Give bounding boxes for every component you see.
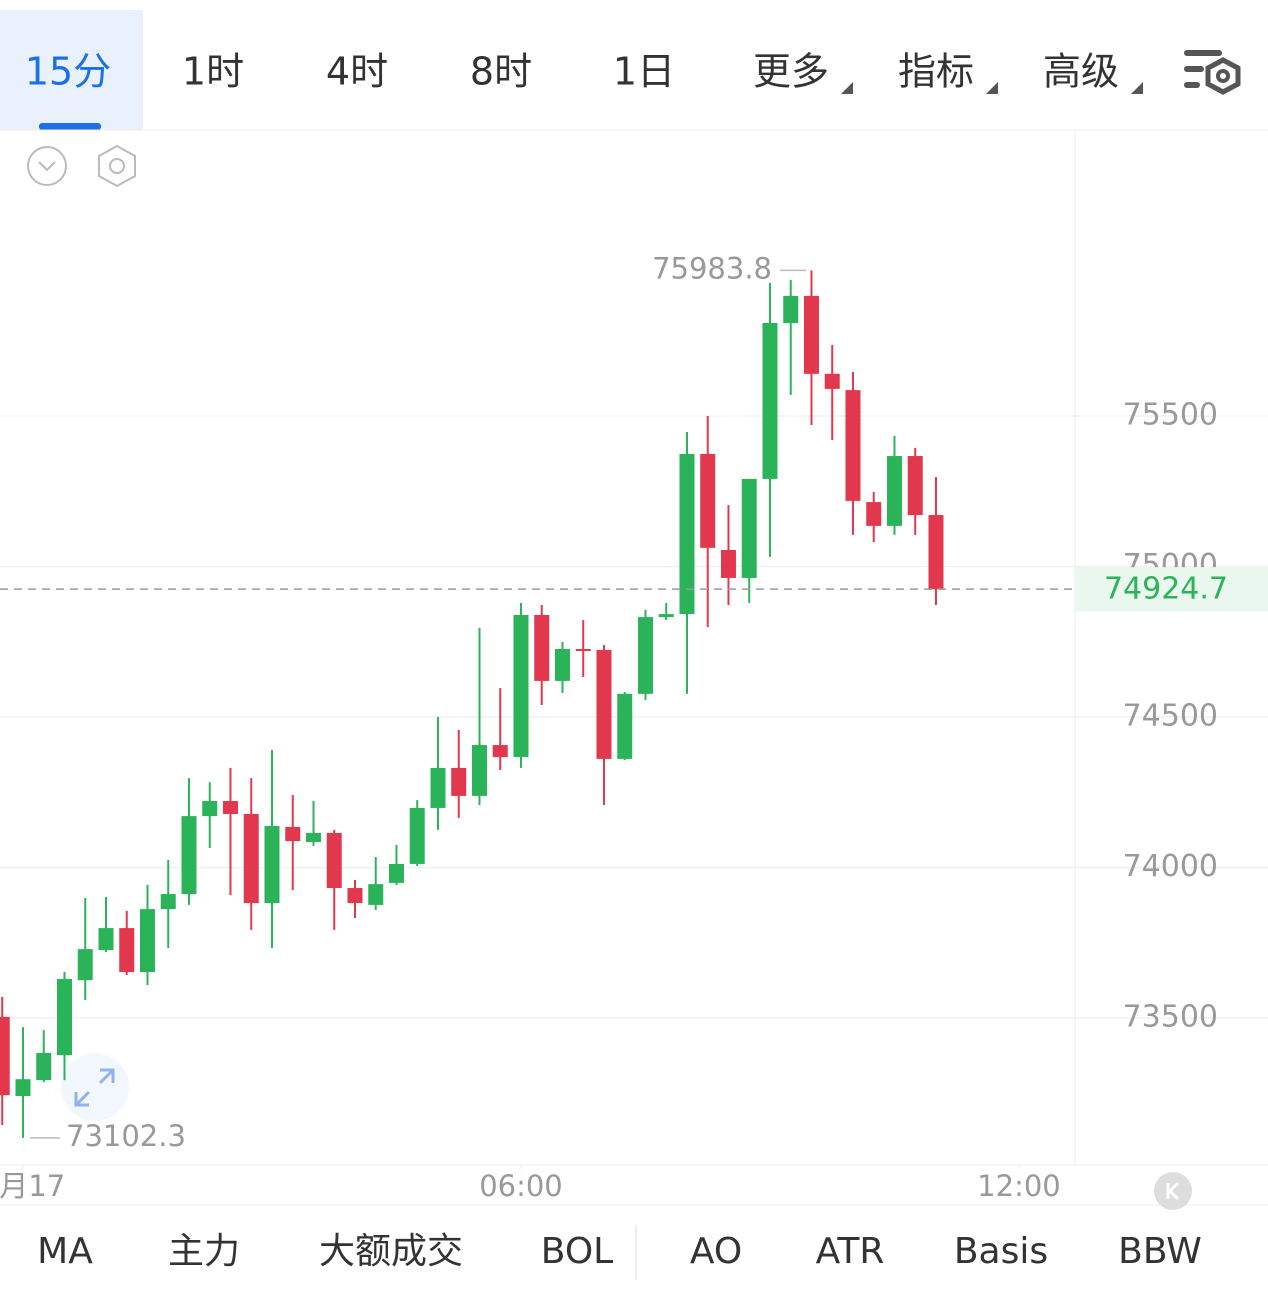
candle-body — [243, 813, 259, 904]
tab[interactable]: 更多 — [753, 50, 829, 94]
candle-body — [637, 617, 653, 694]
candle-body — [15, 1079, 31, 1097]
dropdown-marker — [986, 82, 998, 94]
candle-body — [264, 826, 280, 904]
indicator-tab[interactable]: BOL — [541, 1231, 613, 1272]
collapse-icon[interactable] — [27, 146, 67, 186]
tab[interactable]: 高级 — [1043, 50, 1119, 94]
candle-body — [907, 456, 923, 516]
candle-body — [451, 767, 467, 796]
candle-body — [160, 894, 176, 910]
candle-body — [388, 863, 404, 883]
indicator-tab[interactable]: AO — [690, 1231, 742, 1272]
candle-body — [492, 745, 508, 758]
x-tick-label: 06:00 — [479, 1169, 563, 1203]
candle-body — [0, 1016, 10, 1096]
tab[interactable]: 1日 — [613, 50, 675, 94]
x-tick-label: 5月17 — [0, 1169, 65, 1203]
candle-body — [77, 949, 93, 981]
candle-body — [56, 978, 72, 1056]
candle-body — [783, 295, 799, 323]
settings-icon[interactable] — [1184, 50, 1241, 95]
candle-body — [430, 767, 446, 808]
candle-body — [596, 649, 612, 759]
dropdown-marker — [1131, 82, 1143, 94]
indicator-tab[interactable]: 主力 — [168, 1231, 240, 1272]
candle-body — [658, 614, 674, 618]
last-price-bg — [1075, 567, 1268, 612]
candle-body — [866, 502, 882, 526]
x-tick-label: 12:00 — [977, 1169, 1061, 1203]
tab[interactable]: 15分 — [25, 50, 111, 94]
candle-body — [409, 807, 425, 864]
candle-body — [36, 1053, 52, 1081]
tab[interactable]: 1时 — [182, 50, 244, 94]
candle-body — [762, 322, 778, 479]
candle-body — [803, 295, 819, 374]
candle-body — [741, 478, 757, 578]
y-tick-label: 73500 — [1123, 1000, 1218, 1035]
y-tick-label: 75500 — [1123, 397, 1218, 432]
chart-settings-icon[interactable] — [98, 144, 136, 188]
candle-body — [305, 832, 321, 842]
y-tick-label: 74000 — [1123, 849, 1218, 884]
candle-body — [824, 373, 840, 389]
y-tick-label: 74500 — [1123, 699, 1218, 734]
indicator-tab[interactable]: BBW — [1118, 1231, 1202, 1272]
active-tab-indicator — [39, 123, 101, 130]
min-label: 73102.3 — [66, 1119, 186, 1153]
dropdown-marker — [841, 82, 853, 94]
candle-body — [700, 453, 716, 548]
candle-body — [139, 909, 155, 973]
indicator-tab[interactable]: MA — [37, 1231, 93, 1272]
scroll-latest-button[interactable] — [1154, 1172, 1192, 1210]
candles — [0, 270, 944, 1138]
candle-body — [471, 745, 487, 796]
last-price-label: 74924.7 — [1104, 572, 1228, 607]
indicator-tab[interactable]: Basis — [954, 1231, 1048, 1272]
candle-body — [534, 614, 550, 681]
max-label: 75983.8 — [652, 251, 772, 285]
tab[interactable]: 8时 — [470, 50, 532, 94]
candle-body — [98, 928, 114, 951]
active-tab-bg — [0, 10, 143, 130]
candle-body — [617, 693, 633, 759]
candle-body — [554, 649, 570, 681]
candle-body — [347, 888, 363, 904]
candle-body — [845, 390, 861, 501]
candle-body — [679, 453, 695, 615]
candle-body — [326, 832, 342, 889]
candle-body — [886, 456, 902, 526]
tab[interactable]: 指标 — [898, 50, 974, 94]
tab[interactable]: 4时 — [326, 50, 388, 94]
expand-icon[interactable] — [61, 1053, 129, 1121]
candle-body — [513, 614, 529, 758]
indicator-tab[interactable]: 大额成交 — [319, 1231, 463, 1272]
candle-body — [368, 884, 384, 905]
candle-body — [119, 928, 135, 973]
indicator-tab[interactable]: ATR — [816, 1231, 885, 1272]
candle-body — [285, 826, 301, 842]
candle-body — [928, 515, 944, 590]
candle-body — [222, 801, 238, 814]
candle-body — [575, 649, 591, 652]
candle-body — [720, 549, 736, 578]
candle-body — [181, 816, 197, 895]
candle-body — [202, 801, 218, 817]
